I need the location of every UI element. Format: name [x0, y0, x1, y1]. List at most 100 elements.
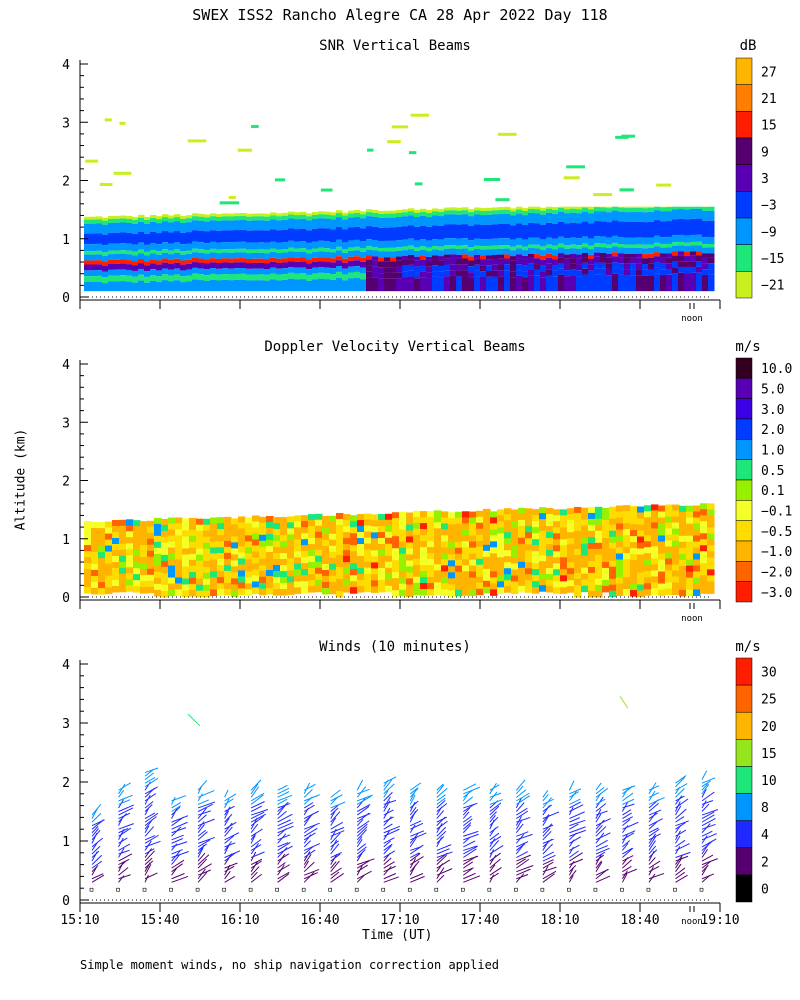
doppler-cell [315, 549, 323, 557]
doppler-cell [462, 535, 470, 542]
snr-cell [276, 253, 283, 259]
doppler-cell [672, 516, 680, 524]
doppler-cell [567, 580, 575, 587]
doppler-cell [616, 517, 624, 525]
snr-cell [390, 217, 397, 228]
doppler-cell [532, 527, 540, 534]
doppler-cell [119, 531, 127, 539]
snr-cell [456, 254, 463, 259]
snr-cell [180, 222, 187, 233]
snr-cell [468, 266, 475, 273]
wind-barb [224, 813, 233, 823]
snr-cell [378, 257, 385, 262]
snr-cell [414, 240, 421, 248]
wind-barb [436, 802, 448, 812]
snr-cell [660, 244, 667, 248]
snr-cell [696, 206, 703, 209]
snr-cell [642, 275, 649, 292]
doppler-cell [665, 552, 673, 560]
panel1-y-tick-label: 0 [62, 291, 70, 306]
snr-cell [474, 270, 481, 277]
doppler-cell [322, 527, 330, 535]
doppler-cell [462, 529, 470, 536]
doppler-cell [238, 576, 246, 583]
snr-cell [330, 268, 337, 275]
snr-cell [216, 242, 223, 250]
snr-cell [90, 264, 97, 271]
doppler-cell [665, 528, 673, 536]
doppler-cell [651, 534, 659, 541]
wind-barb [356, 804, 371, 812]
doppler-cell [378, 513, 386, 521]
doppler-cell [679, 541, 687, 549]
doppler-cell [539, 519, 547, 526]
snr-cell [156, 276, 163, 283]
doppler-cell [392, 572, 400, 579]
snr-cell [642, 244, 649, 249]
snr-cell [498, 209, 505, 215]
snr-cell [540, 249, 547, 256]
panel3-colorbar-label: 8 [761, 801, 769, 816]
snr-cell [144, 216, 151, 220]
doppler-cell [371, 538, 379, 545]
panel2-colorbar-label: −2.0 [761, 566, 792, 581]
x-axis-label: Time (UT) [362, 928, 433, 943]
snr-cell [510, 266, 517, 272]
wind-barb [436, 784, 445, 795]
wind-barb [197, 814, 207, 823]
doppler-cell [574, 554, 582, 562]
snr-cell [660, 221, 667, 238]
snr-cell [174, 249, 181, 253]
doppler-cell [679, 571, 687, 579]
snr-cell [402, 250, 409, 256]
doppler-cell [637, 566, 645, 574]
snr-cell [270, 267, 277, 274]
snr-cell [654, 242, 661, 247]
snr-cell [570, 248, 577, 254]
doppler-cell [581, 567, 589, 575]
snr-cell [210, 216, 217, 221]
snr-cell [138, 280, 145, 292]
snr-cell [594, 268, 601, 275]
doppler-cell [322, 587, 330, 595]
snr-cell [528, 222, 535, 238]
doppler-cell [630, 548, 638, 555]
snr-cell [120, 232, 127, 244]
wind-barb [277, 794, 293, 802]
doppler-cell [651, 558, 659, 565]
doppler-cell [343, 574, 351, 581]
snr-cell [690, 261, 697, 267]
wind-barb [197, 847, 204, 858]
doppler-cell [266, 564, 274, 571]
doppler-cell [420, 577, 428, 584]
wind-barb [409, 824, 416, 834]
wind-barb [224, 876, 236, 883]
wind-barb [277, 787, 290, 795]
wind-barb [436, 836, 445, 844]
snr-cell [378, 241, 385, 249]
wind-barb [648, 833, 661, 841]
doppler-cell [385, 519, 393, 527]
wind-barb [568, 790, 578, 802]
doppler-cell [154, 523, 162, 531]
wind-barb [224, 821, 237, 830]
snr-cell [564, 209, 571, 214]
wind-barb [171, 849, 183, 855]
doppler-cell [476, 558, 484, 566]
snr-cell [348, 256, 355, 261]
doppler-cell [483, 586, 491, 594]
snr-cell [192, 279, 199, 292]
doppler-cell [420, 559, 428, 566]
wind-barb [436, 854, 447, 865]
wind-barb [197, 858, 208, 869]
wind-barb [171, 873, 185, 880]
wind-barb [91, 825, 99, 834]
wind-barb [462, 793, 469, 802]
noon-label: noon [681, 917, 703, 927]
wind-barb [277, 813, 293, 823]
doppler-cell [427, 571, 435, 578]
doppler-cell [399, 583, 407, 591]
wind-barb [463, 868, 473, 876]
snr-cell [144, 282, 151, 292]
doppler-cell [378, 573, 386, 581]
